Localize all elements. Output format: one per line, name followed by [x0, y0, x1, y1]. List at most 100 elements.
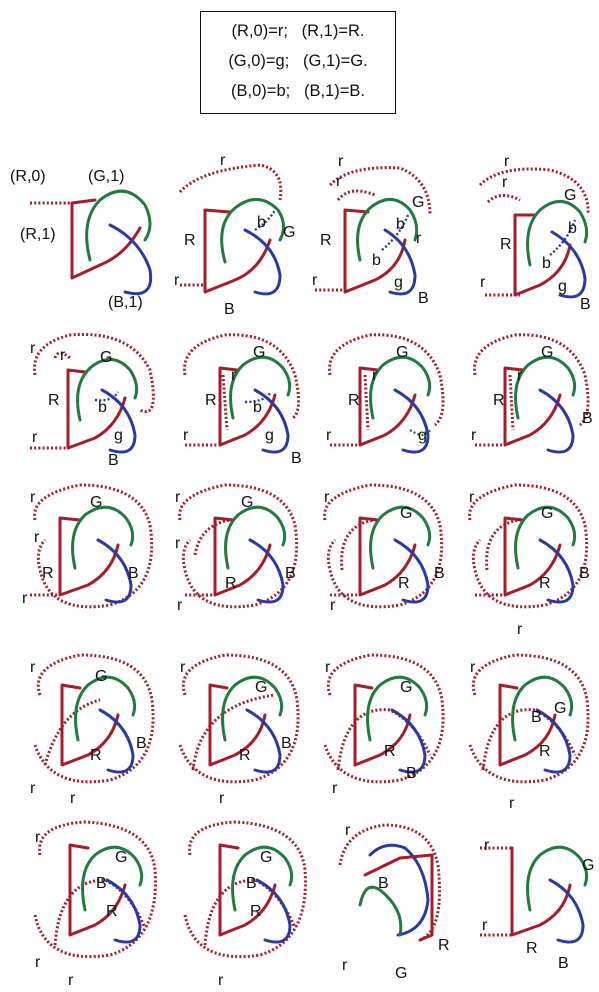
- label-G: G: [412, 194, 424, 211]
- red-strand: [213, 516, 272, 597]
- label-B: B: [531, 709, 542, 726]
- label-R: R: [539, 743, 551, 760]
- blue-strand: [108, 223, 153, 296]
- label-B: B: [281, 735, 292, 752]
- label-r-lower: r: [330, 597, 336, 614]
- r-inner-dotted: [363, 374, 370, 431]
- label-B: B: [406, 765, 417, 782]
- panel-6: r R G b g r B: [183, 333, 302, 467]
- label-r: r: [470, 659, 476, 676]
- label-r: r: [30, 340, 36, 357]
- label-B: B: [285, 565, 296, 582]
- panel-14: r G R B r: [178, 653, 300, 807]
- panel-11: r G R B r: [323, 483, 445, 614]
- b-strand-dotted: [381, 214, 410, 251]
- label-G: G: [241, 494, 253, 511]
- label-B: B: [96, 875, 107, 892]
- green-strand: [76, 358, 139, 422]
- r-loop-dotted: [183, 333, 300, 420]
- label-r-lower: r: [342, 957, 348, 974]
- b-strand-dotted: [254, 209, 277, 232]
- r-loop-dotted: [468, 483, 589, 609]
- blue-strand: [538, 388, 575, 454]
- label-G: G: [253, 344, 265, 361]
- label-r: r: [338, 153, 344, 170]
- label-G: G: [260, 849, 272, 866]
- panel-3: r r R G b r b g r B: [312, 153, 432, 307]
- blue-strand: [245, 708, 282, 774]
- blue-strand: [255, 878, 292, 944]
- label-r1: (R,1): [20, 226, 56, 243]
- r-loop-dotted: [32, 332, 155, 414]
- blue-strand: [390, 708, 427, 774]
- r-inner-dotted: [193, 518, 231, 556]
- label-R: R: [493, 392, 505, 409]
- green-strand: [85, 189, 152, 262]
- legend-line-red: (R,0)=r; (R,1)=R.: [231, 22, 365, 40]
- label-r: r: [175, 489, 181, 506]
- r-inner-dotted: [486, 194, 521, 204]
- label-b: b: [98, 399, 107, 416]
- panel-7: r R G g r: [326, 333, 445, 454]
- label-r0: (R,0): [10, 168, 46, 185]
- label-R: R: [384, 743, 396, 760]
- r-loop-dotted: [328, 166, 432, 216]
- r-loop-dotted: [178, 653, 300, 784]
- label-r-lower: r: [183, 427, 189, 444]
- r-inner-dotted: [221, 374, 229, 431]
- blue-strand: [243, 228, 282, 296]
- label-b1: (B,1): [108, 294, 143, 311]
- blue-strand: [100, 388, 137, 454]
- label-R: R: [250, 903, 262, 920]
- panel-15: r G R B r: [323, 653, 445, 797]
- r-loop-dotted: [468, 653, 590, 784]
- b-strand-dotted: [94, 391, 120, 402]
- label-b-2: b: [542, 255, 551, 272]
- label-B: B: [378, 875, 389, 892]
- red-strand: [66, 368, 127, 450]
- label-R: R: [239, 747, 251, 764]
- label-g: g: [558, 278, 567, 295]
- label-B: B: [434, 565, 445, 582]
- r-loop-dotted: [338, 823, 442, 942]
- red-strand: [70, 198, 142, 280]
- panel-18: G B R r: [183, 820, 307, 989]
- label-r: r: [325, 659, 331, 676]
- r-loop-dotted: [178, 483, 299, 609]
- green-strand: [366, 675, 429, 742]
- panel-5: r r R G b g r B: [30, 332, 155, 469]
- r-loop-dotted: [323, 653, 445, 784]
- label-g: g: [394, 274, 403, 291]
- blue-strand: [368, 843, 430, 937]
- r-inner-dotted: [336, 708, 432, 771]
- red-strand: [503, 516, 562, 597]
- label-r-lower: r: [174, 272, 180, 289]
- green-strand: [526, 845, 589, 912]
- red-strand: [513, 213, 572, 297]
- green-strand: [224, 505, 287, 570]
- r-loop-dotted: [178, 163, 283, 201]
- blue-strand: [105, 878, 142, 944]
- blue-strand: [393, 388, 430, 454]
- r-loop-dotted: [328, 333, 445, 427]
- red-strand: [503, 366, 562, 447]
- label-B: B: [246, 875, 257, 892]
- label-r-lower: r: [332, 780, 338, 797]
- label-G: G: [582, 857, 594, 874]
- label-B: B: [224, 301, 235, 318]
- green-strand: [74, 675, 137, 742]
- label-r: r: [30, 659, 36, 676]
- r-inner-dotted: [43, 698, 101, 766]
- green-strand: [81, 845, 144, 912]
- label-R: R: [438, 937, 450, 954]
- blue-strand: [98, 708, 135, 774]
- panel-1: (R,0) (G,1) (R,1) (B,1): [10, 168, 153, 311]
- green-strand: [220, 198, 285, 264]
- label-r: r: [504, 153, 510, 170]
- blue-strand: [393, 538, 430, 604]
- r-loop-dotted: [183, 820, 307, 959]
- r-loop-dotted: [323, 483, 444, 609]
- label-B: B: [558, 955, 569, 972]
- label-r-lower: r: [30, 780, 36, 797]
- label-g: g: [265, 427, 274, 444]
